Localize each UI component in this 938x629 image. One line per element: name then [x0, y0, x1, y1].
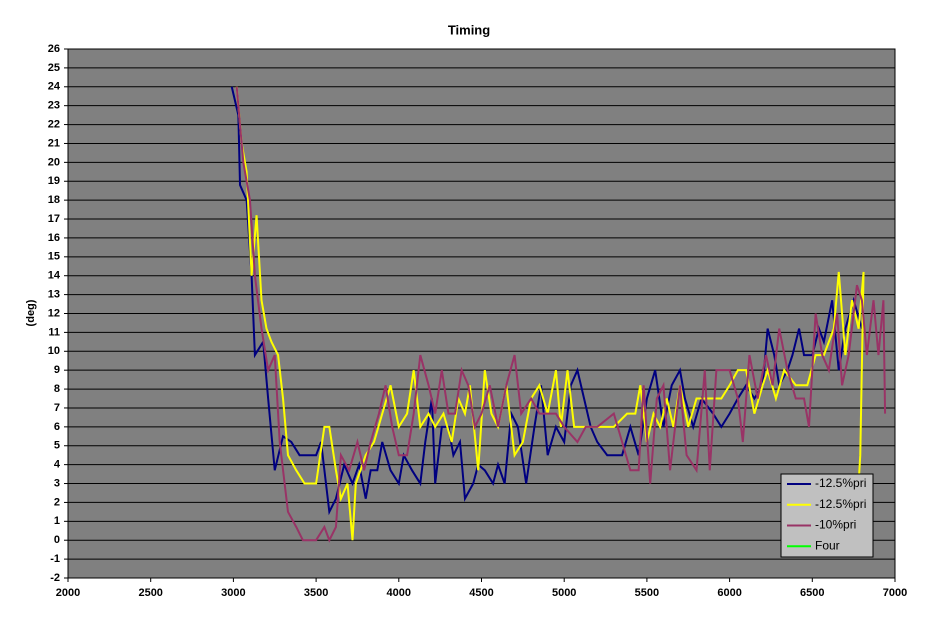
y-tick-label: 11	[48, 326, 60, 338]
y-tick-label: 16	[48, 232, 60, 244]
legend-label: Four	[815, 538, 840, 552]
x-tick-label: 4500	[469, 587, 493, 599]
x-tick-label: 3500	[304, 587, 328, 599]
x-tick-label: 7000	[883, 587, 907, 599]
y-tick-label: 17	[48, 213, 60, 225]
y-axis-label: (deg)	[25, 299, 37, 326]
y-tick-label: 1	[54, 515, 60, 527]
chart-title: Timing	[448, 22, 490, 37]
y-tick-label: 25	[48, 62, 60, 74]
x-tick-label: 5500	[635, 587, 659, 599]
y-tick-label: 10	[48, 345, 60, 357]
y-tick-label: 6	[54, 421, 60, 433]
x-tick-label: 3000	[221, 587, 245, 599]
series-line	[235, 86, 887, 543]
y-tick-label: 14	[48, 270, 61, 282]
x-tick-label: 4000	[387, 587, 411, 599]
series-line	[235, 86, 865, 541]
y-tick-label: 12	[48, 307, 60, 319]
y-tick-label: -2	[50, 572, 60, 584]
y-tick-label: 19	[48, 175, 60, 187]
x-tick-label: 5000	[552, 587, 576, 599]
legend-box	[780, 473, 874, 558]
y-tick-label: 20	[48, 156, 60, 168]
y-tick-label: 23	[48, 100, 60, 112]
y-tick-label: 3	[54, 477, 60, 489]
y-tick-label: 22	[48, 118, 60, 130]
x-tick-label: 2500	[138, 587, 162, 599]
x-tick-label: 6500	[800, 587, 824, 599]
y-tick-label: 18	[48, 194, 60, 206]
y-tick-label: 13	[48, 289, 60, 301]
y-tick-label: 24	[48, 81, 61, 93]
y-tick-label: 9	[54, 364, 60, 376]
legend-label: -10%pri	[815, 518, 856, 532]
y-tick-label: 26	[48, 43, 60, 55]
x-tick-label: 2000	[56, 587, 80, 599]
y-tick-label: -1	[50, 553, 60, 565]
legend-label: -12.5%pri	[815, 476, 866, 490]
y-tick-label: 4	[54, 459, 61, 471]
legend-label: -12.5%pri	[815, 497, 866, 511]
y-tick-label: 5	[54, 440, 60, 452]
y-tick-label: 15	[48, 251, 60, 263]
x-tick-label: 6000	[717, 587, 741, 599]
y-tick-label: 0	[54, 534, 60, 546]
y-tick-label: 2	[54, 496, 60, 508]
y-tick-label: 8	[54, 383, 60, 395]
y-tick-label: 21	[48, 137, 60, 149]
y-tick-label: 7	[54, 402, 60, 414]
